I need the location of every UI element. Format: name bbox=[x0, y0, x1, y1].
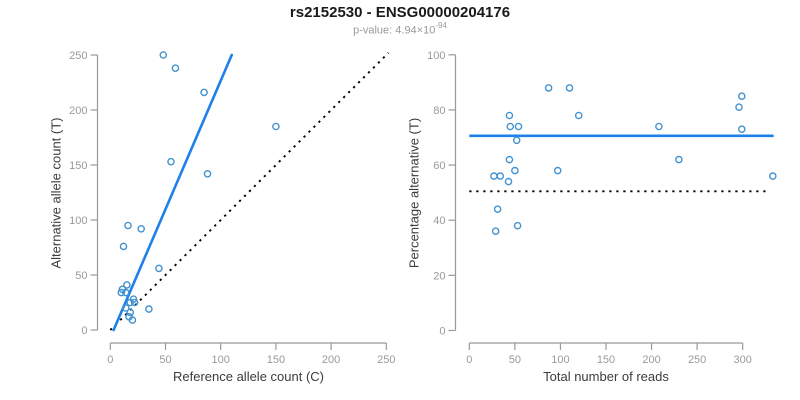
data-point bbox=[122, 288, 130, 297]
data-point bbox=[122, 304, 130, 312]
data-point bbox=[117, 288, 126, 297]
y-tick-label: 80 bbox=[433, 105, 445, 117]
data-point bbox=[490, 172, 498, 180]
data-point bbox=[738, 125, 746, 133]
pvalue-subtitle: p-value: 4.94×10-94 bbox=[0, 21, 800, 37]
data-point bbox=[512, 136, 521, 145]
data-point bbox=[123, 281, 131, 289]
data-point bbox=[496, 172, 505, 180]
data-point bbox=[159, 51, 168, 59]
pvalue-text: p-value: 4.94×10 bbox=[353, 24, 436, 37]
left-x-axis-title: Reference allele count (C) bbox=[172, 369, 325, 384]
x-tick-label: 150 bbox=[597, 354, 615, 366]
data-point bbox=[128, 316, 137, 324]
left-y-axis-title: Alternative allele count (T) bbox=[48, 117, 64, 269]
x-tick-label: 50 bbox=[509, 354, 521, 366]
x-tick-label: 200 bbox=[642, 354, 660, 366]
y-tick-label: 250 bbox=[69, 50, 87, 62]
data-point bbox=[493, 205, 502, 213]
page-title: rs2152530 - ENSG00000204176 bbox=[289, 4, 511, 21]
data-point bbox=[137, 224, 145, 233]
y-tick-label: 200 bbox=[69, 105, 87, 117]
y-tick-label: 150 bbox=[69, 160, 87, 172]
x-tick-label: 100 bbox=[551, 354, 569, 366]
data-point bbox=[145, 305, 153, 313]
right-x-axis-title: Total number of reads bbox=[543, 369, 669, 384]
y-tick-label: 20 bbox=[433, 270, 445, 282]
pvalue-exponent: -94 bbox=[435, 21, 447, 30]
x-tick-label: 300 bbox=[734, 354, 752, 366]
data-point bbox=[553, 166, 562, 175]
data-point bbox=[155, 264, 163, 273]
data-point bbox=[675, 155, 683, 164]
y-tick-label: 60 bbox=[433, 160, 445, 172]
data-point bbox=[513, 221, 522, 230]
y-tick-label: 0 bbox=[439, 326, 445, 338]
identity-line bbox=[109, 52, 390, 331]
y-tick-label: 0 bbox=[81, 325, 87, 337]
data-point bbox=[200, 88, 208, 97]
data-point bbox=[505, 111, 514, 120]
data-point bbox=[655, 122, 663, 131]
data-point bbox=[171, 64, 180, 72]
x-tick-label: 200 bbox=[322, 354, 340, 366]
x-tick-label: 100 bbox=[212, 354, 230, 366]
data-point bbox=[491, 227, 500, 235]
data-point bbox=[126, 308, 134, 317]
data-point bbox=[203, 169, 212, 178]
data-point bbox=[544, 84, 553, 92]
x-tick-label: 250 bbox=[688, 354, 706, 366]
y-tick-label: 100 bbox=[69, 215, 87, 227]
data-point bbox=[505, 155, 514, 164]
y-tick-label: 50 bbox=[75, 270, 87, 282]
data-point bbox=[738, 92, 746, 100]
data-point bbox=[272, 122, 280, 131]
y-tick-label: 40 bbox=[433, 215, 445, 227]
regression-line bbox=[112, 53, 234, 332]
data-point bbox=[574, 111, 583, 120]
data-point bbox=[119, 242, 128, 251]
data-point bbox=[504, 177, 513, 186]
data-point bbox=[511, 166, 519, 175]
data-point bbox=[126, 298, 134, 307]
data-point bbox=[506, 122, 515, 131]
data-point bbox=[769, 172, 777, 180]
y-tick-label: 100 bbox=[427, 50, 445, 62]
x-tick-label: 250 bbox=[377, 354, 395, 366]
data-point bbox=[130, 298, 139, 307]
right-y-axis-title: Percentage alternative (T) bbox=[406, 117, 422, 269]
data-point bbox=[565, 84, 574, 92]
x-tick-label: 0 bbox=[466, 354, 472, 366]
x-tick-label: 0 bbox=[107, 354, 113, 366]
data-point bbox=[514, 122, 523, 131]
data-point bbox=[124, 221, 132, 230]
data-point bbox=[167, 157, 175, 166]
x-tick-label: 150 bbox=[267, 354, 285, 366]
x-tick-label: 50 bbox=[159, 354, 171, 366]
data-point bbox=[735, 103, 743, 111]
